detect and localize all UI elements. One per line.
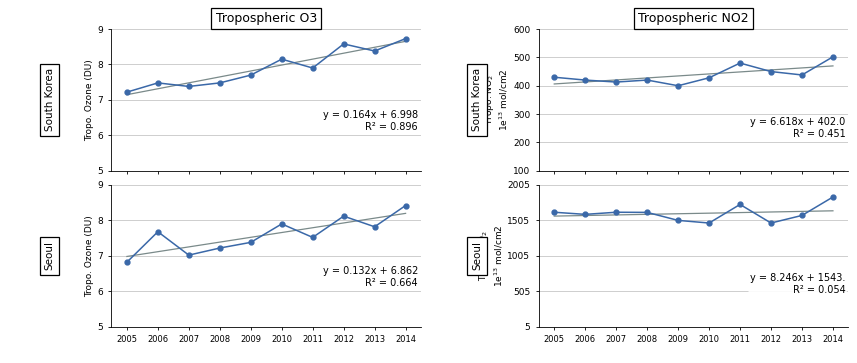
Title: Tropospheric O3: Tropospheric O3 xyxy=(216,12,317,25)
Y-axis label: Tropo. Ozone (DU): Tropo. Ozone (DU) xyxy=(86,59,94,141)
Y-axis label: Tropo. NO$_2$
1e$^{13}$ mol/cm2: Tropo. NO$_2$ 1e$^{13}$ mol/cm2 xyxy=(477,224,505,287)
Text: y = 8.246x + 1543.
R² = 0.054: y = 8.246x + 1543. R² = 0.054 xyxy=(750,273,845,295)
Y-axis label: Tropo. Ozone (DU): Tropo. Ozone (DU) xyxy=(86,215,94,297)
Text: South Korea: South Korea xyxy=(472,68,482,131)
Text: y = 0.132x + 6.862
R² = 0.664: y = 0.132x + 6.862 R² = 0.664 xyxy=(322,266,418,288)
Text: y = 0.164x + 6.998
R² = 0.896: y = 0.164x + 6.998 R² = 0.896 xyxy=(323,110,418,132)
Y-axis label: Tropo. NO$_2$
1e$^{13}$ mol/cm2: Tropo. NO$_2$ 1e$^{13}$ mol/cm2 xyxy=(483,69,511,131)
Text: Seoul: Seoul xyxy=(45,241,55,270)
Text: Seoul: Seoul xyxy=(472,241,482,270)
Title: Tropospheric NO2: Tropospheric NO2 xyxy=(638,12,749,25)
Text: South Korea: South Korea xyxy=(45,68,55,131)
Text: y = 6.618x + 402.0
R² = 0.451: y = 6.618x + 402.0 R² = 0.451 xyxy=(750,118,845,139)
